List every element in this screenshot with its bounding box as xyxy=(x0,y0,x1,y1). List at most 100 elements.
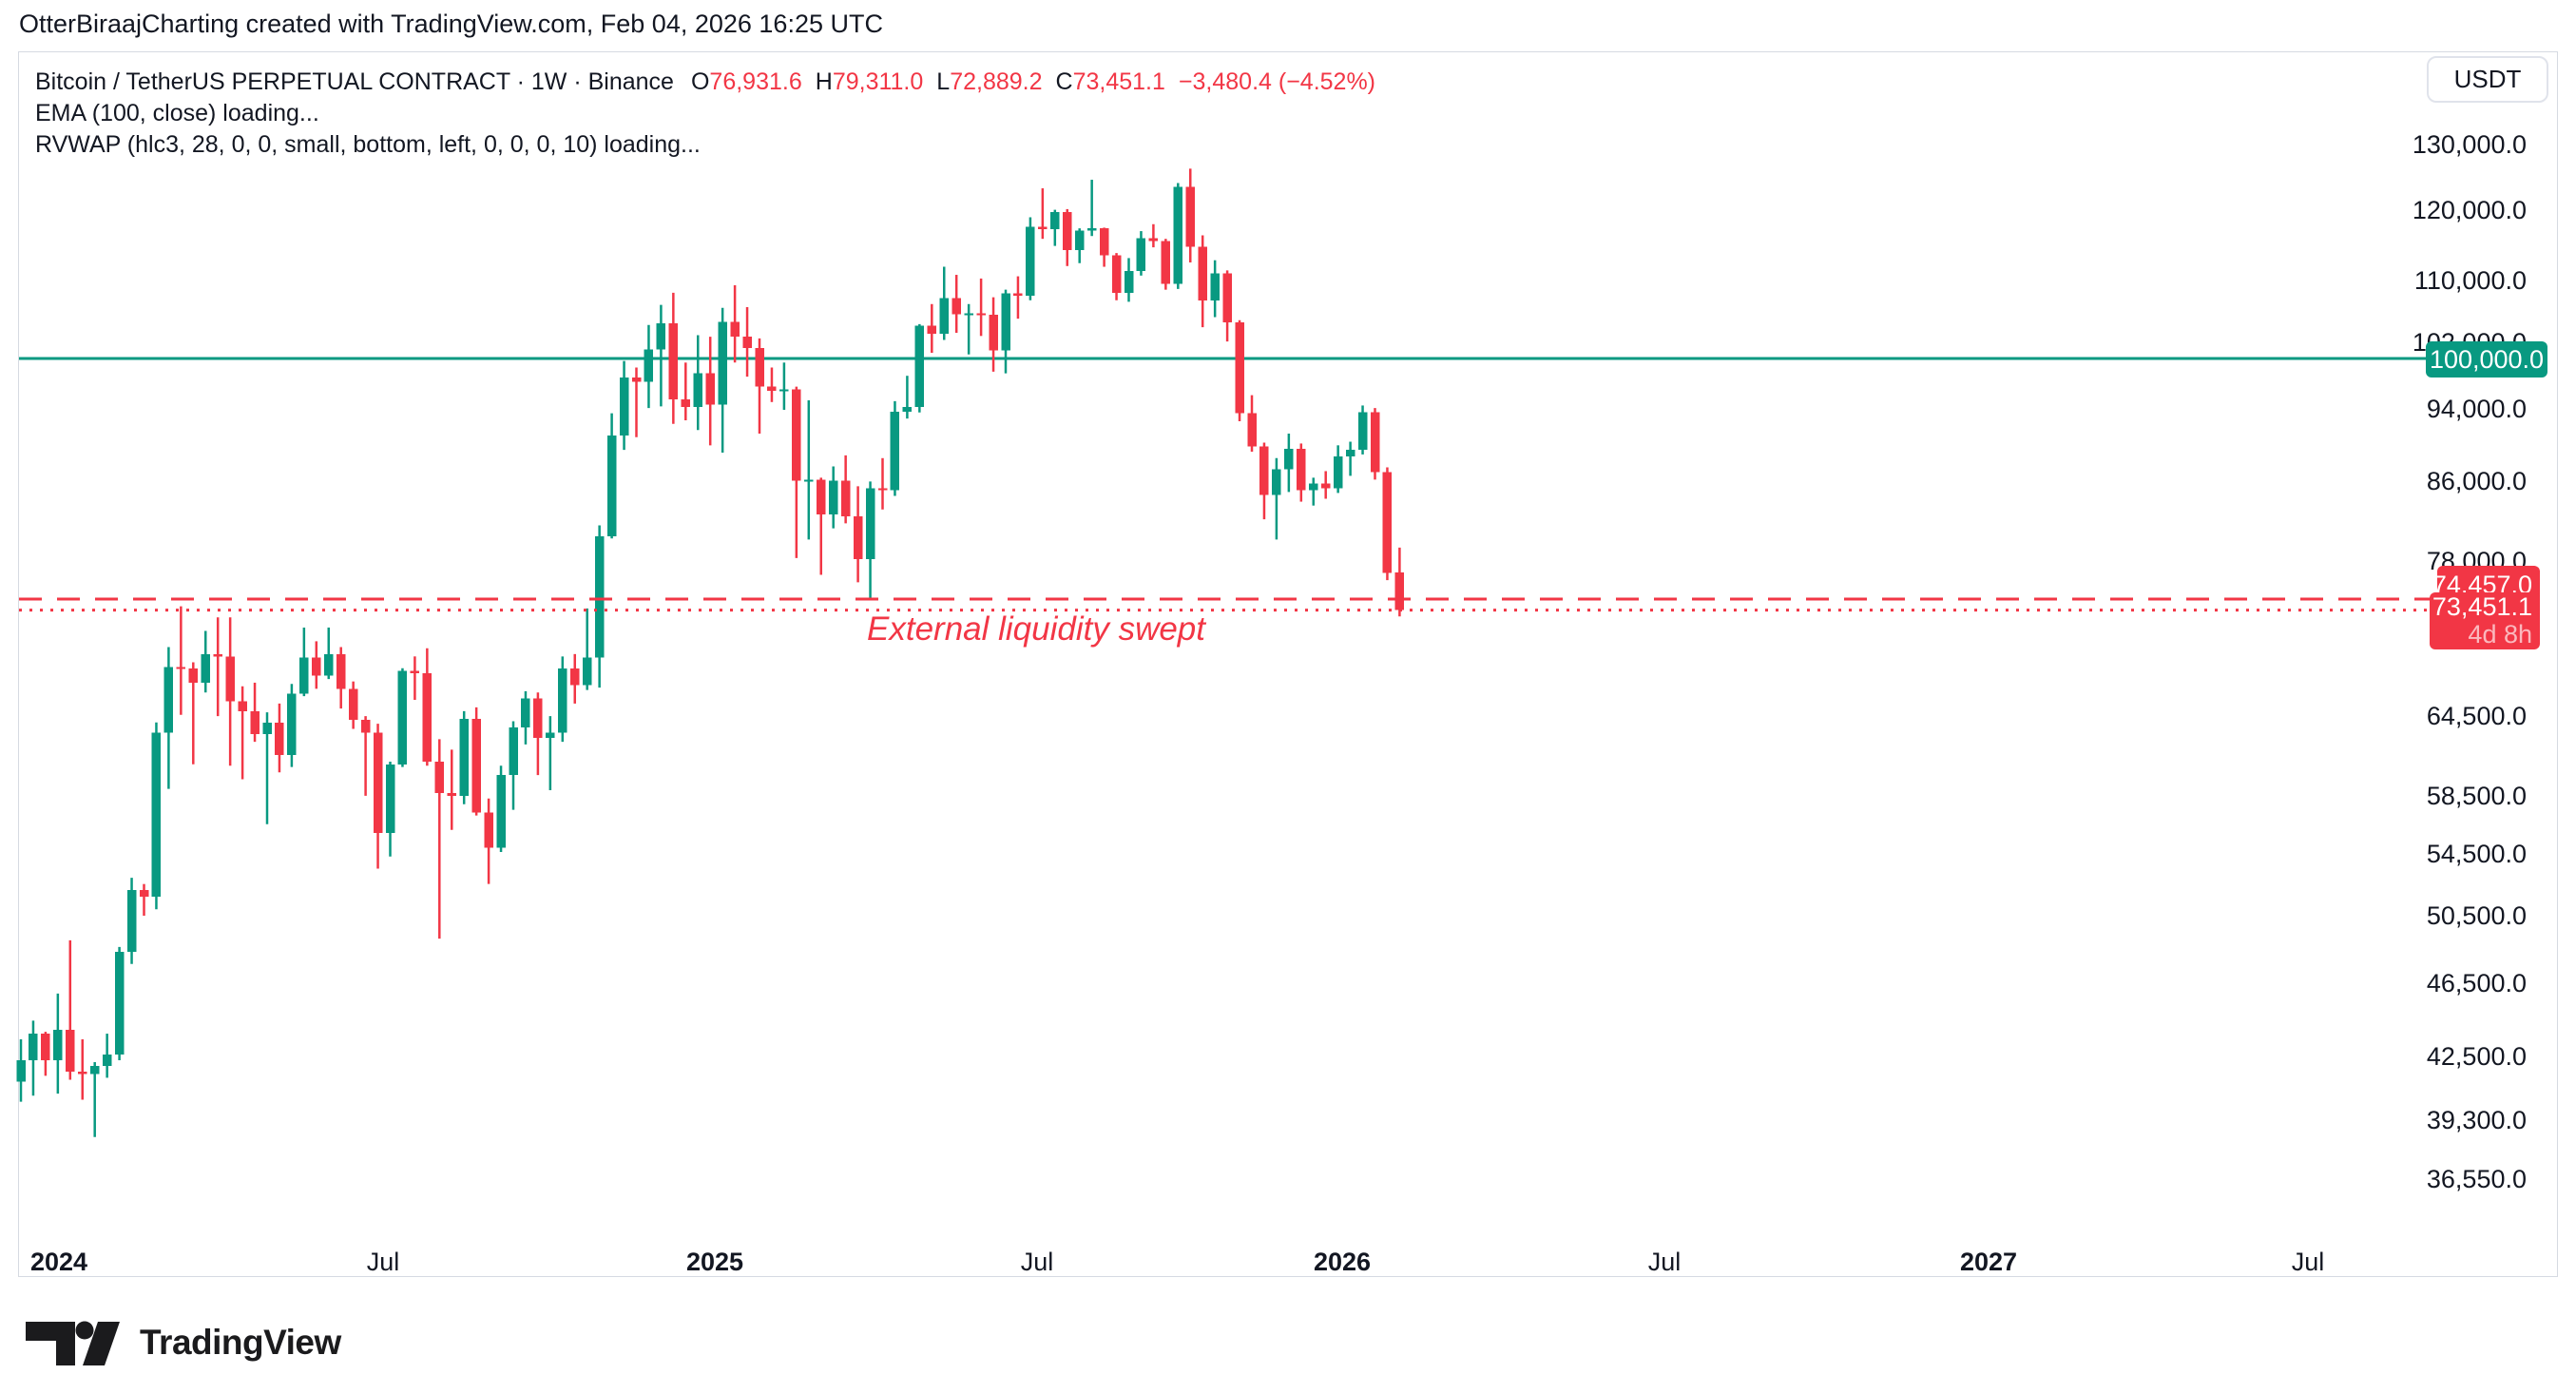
candle-body xyxy=(644,349,654,382)
candle-body xyxy=(484,812,493,848)
candle-body xyxy=(471,718,481,813)
candle-body xyxy=(877,488,888,491)
level-price-badge: 100,000.0 xyxy=(2426,341,2547,378)
candle-body xyxy=(1370,412,1380,473)
symbol-row: Bitcoin / TetherUS PERPETUAL CONTRACT · … xyxy=(35,67,1375,98)
candle-body xyxy=(126,890,137,953)
indicator-rvwap-row: RVWAP (hlc3, 28, 0, 0, small, bottom, le… xyxy=(35,131,701,158)
time-tick-label: 2027 xyxy=(1959,1248,2018,1276)
high-value: 79,311.0 xyxy=(832,68,924,95)
time-tick-label: Jul xyxy=(366,1248,400,1276)
candle-body xyxy=(939,298,949,334)
chart-legend: Bitcoin / TetherUS PERPETUAL CONTRACT · … xyxy=(35,67,1375,161)
candle-body xyxy=(213,653,222,657)
candle-body xyxy=(422,672,433,762)
candle-body xyxy=(16,1059,26,1082)
candle-body xyxy=(681,399,691,408)
candle-body xyxy=(53,1030,63,1060)
candle-body xyxy=(976,313,986,316)
candle-body xyxy=(1382,472,1393,573)
candle-body xyxy=(1320,483,1331,489)
time-tick-label: 2026 xyxy=(1313,1248,1372,1276)
close-value: 73,451.1 xyxy=(1072,68,1165,95)
candle-body xyxy=(668,323,679,400)
candle-body xyxy=(1063,211,1072,251)
candle-body xyxy=(225,656,235,702)
candle-body xyxy=(397,670,408,765)
candle-body xyxy=(66,1030,75,1073)
candle-body xyxy=(865,488,875,559)
candle-body xyxy=(1086,228,1097,231)
candle-body xyxy=(348,688,358,721)
tradingview-wordmark: TradingView xyxy=(140,1323,341,1362)
annotation-text[interactable]: External liquidity swept xyxy=(867,610,1205,648)
candle-body xyxy=(606,435,617,537)
candle-body xyxy=(1074,230,1085,251)
indicator-ema-row: EMA (100, close) loading... xyxy=(35,100,319,126)
candle-body xyxy=(952,298,961,315)
symbol-title: Bitcoin / TetherUS PERPETUAL CONTRACT · … xyxy=(35,68,674,95)
candle-body xyxy=(1247,413,1257,447)
candle-body xyxy=(804,479,814,482)
candle-body xyxy=(546,732,555,739)
candle-body xyxy=(509,727,518,776)
candle-body xyxy=(1124,271,1134,293)
candle-body xyxy=(78,1072,87,1075)
candle-body xyxy=(840,480,851,517)
candle-body xyxy=(1297,449,1306,491)
candle-body xyxy=(114,952,125,1055)
open-value: 76,931.6 xyxy=(709,68,802,95)
price-tick-label: 64,500.0 xyxy=(2426,702,2527,731)
candle-body xyxy=(1173,186,1183,284)
candle-body xyxy=(914,325,925,408)
candle-body xyxy=(927,325,937,334)
candle-body xyxy=(1099,228,1109,256)
candle-body xyxy=(1284,449,1294,470)
candle-body xyxy=(890,411,900,491)
candle-body xyxy=(902,407,913,412)
ohlc-values: O76,931.6 H79,311.0 L72,889.2 C73,451.1 −3,4… xyxy=(691,68,1375,95)
price-tick-label: 130,000.0 xyxy=(2412,129,2527,159)
time-tick-label: Jul xyxy=(2291,1248,2325,1276)
candle-body xyxy=(496,775,506,848)
last-price-value: 73,451.1 xyxy=(2432,592,2532,621)
candle-body xyxy=(779,389,789,392)
candle-body xyxy=(767,386,777,392)
price-tick-label: 50,500.0 xyxy=(2426,900,2527,930)
candle-body xyxy=(139,890,149,897)
price-tick-label: 86,000.0 xyxy=(2426,467,2527,496)
candle-body xyxy=(102,1054,112,1067)
candle-body xyxy=(385,764,395,833)
candle-body xyxy=(533,698,543,739)
time-tick-label: 2024 xyxy=(29,1248,88,1276)
tradingview-logo[interactable]: TradingView xyxy=(24,1316,341,1369)
candle-body xyxy=(558,668,567,733)
close-label: C xyxy=(1055,68,1073,95)
candle-body xyxy=(1161,241,1171,284)
candle-body xyxy=(521,698,530,728)
change-value: −3,480.4 (−4.52%) xyxy=(1178,68,1375,95)
candle-body xyxy=(718,321,727,405)
candle-body xyxy=(29,1034,38,1060)
candle-body xyxy=(324,653,334,676)
candle-body xyxy=(41,1034,50,1060)
price-tick-label: 42,500.0 xyxy=(2426,1041,2527,1071)
candle-body xyxy=(287,693,297,755)
candle-body xyxy=(373,732,383,833)
last-price-badge: 73,451.1 4d 8h xyxy=(2430,592,2540,649)
price-tick-label: 36,550.0 xyxy=(2426,1165,2527,1194)
tradingview-logo-icon xyxy=(26,1321,120,1365)
candle-body xyxy=(360,720,371,733)
candle-body xyxy=(693,373,702,408)
candle-body xyxy=(299,657,309,694)
candle-body xyxy=(730,321,740,338)
price-tick-label: 58,500.0 xyxy=(2426,781,2527,810)
candle-body xyxy=(964,313,973,316)
candle-body xyxy=(1272,469,1281,495)
candle-body xyxy=(1345,450,1355,456)
currency-toggle-button[interactable]: USDT xyxy=(2427,56,2548,103)
price-tick-label: 39,300.0 xyxy=(2426,1106,2527,1135)
candle-body xyxy=(1394,571,1405,610)
candle-body xyxy=(1222,273,1232,323)
